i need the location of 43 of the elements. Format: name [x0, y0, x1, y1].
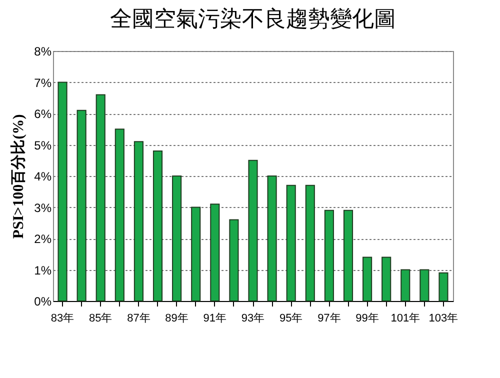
y-tick-label: 7% [34, 76, 52, 90]
bar [400, 269, 410, 302]
bar [286, 184, 296, 302]
x-tick-label: 87年 [127, 312, 150, 324]
chart-title: 全國空氣污染不良趨勢變化圖 [110, 7, 396, 32]
bar [362, 256, 372, 302]
bar [305, 184, 315, 302]
y-tick-label: 4% [34, 170, 52, 184]
y-axis-title: PSI>100百分比(%) [10, 114, 28, 239]
y-tick-label: 3% [34, 200, 52, 215]
bar [267, 176, 277, 302]
bar [382, 256, 392, 302]
y-tick-label: 0% [34, 294, 52, 308]
bar [420, 269, 430, 302]
x-tick-label: 89年 [165, 312, 188, 324]
bar [152, 150, 163, 302]
x-tick-label: 101年 [390, 312, 420, 324]
x-tick-label: 103年 [428, 312, 458, 324]
bar [191, 206, 201, 302]
x-tick-label: 93年 [241, 312, 265, 324]
bar [210, 204, 220, 302]
x-tick-label: 99年 [356, 312, 379, 324]
x-tick-label: 83年 [50, 312, 74, 324]
bar [172, 176, 182, 302]
x-tick-label: 95年 [279, 312, 303, 324]
bar [58, 82, 68, 302]
bar [114, 128, 124, 302]
bar [229, 219, 239, 302]
bar [134, 141, 144, 302]
x-tick-label: 85年 [88, 312, 112, 324]
bar [76, 110, 86, 302]
x-tick-label: 97年 [318, 312, 341, 324]
bar [248, 160, 258, 302]
y-tick-label: 8% [34, 44, 52, 58]
bar [343, 210, 354, 302]
bar [324, 210, 334, 302]
y-tick-label: 1% [34, 263, 52, 278]
y-tick-label: 6% [34, 107, 52, 121]
bar [96, 94, 106, 302]
bar [438, 272, 448, 302]
y-tick-label: 2% [34, 232, 52, 246]
y-tick-label: 5% [34, 138, 52, 152]
x-tick-label: 91年 [203, 312, 227, 324]
